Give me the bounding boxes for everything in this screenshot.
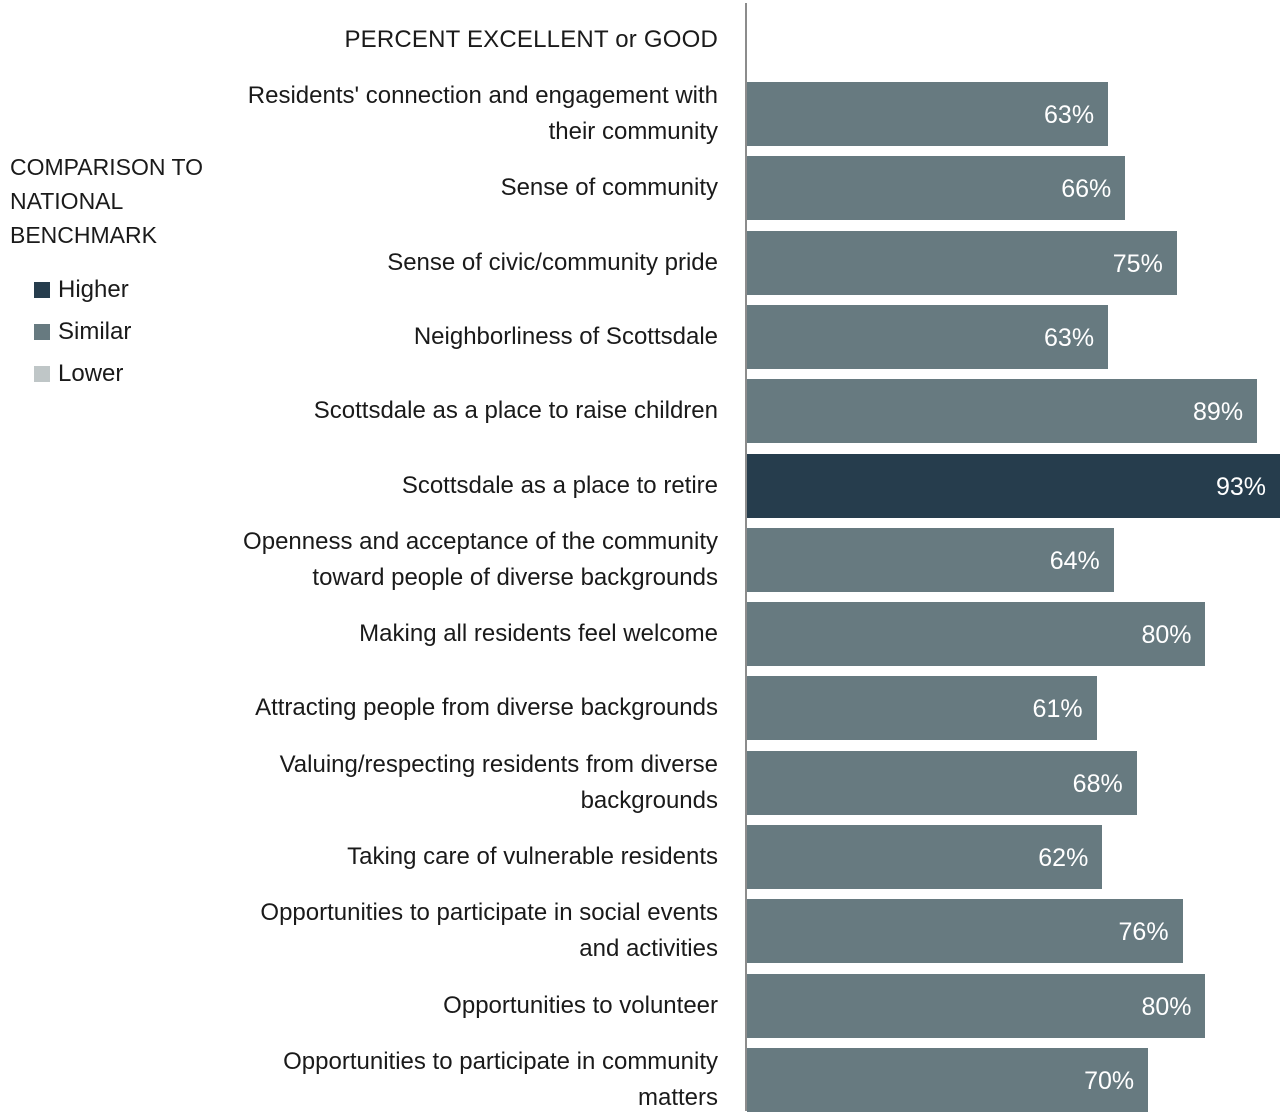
category-label-line: matters [637,1083,718,1111]
category-label-line: Openness and acceptance of the community [243,527,718,555]
legend-title-line: COMPARISON TO [10,154,203,180]
category-label-text: Sense of community [501,170,718,206]
category-label-line: Scottsdale as a place to retire [401,471,718,499]
category-label-line: Opportunities to participate in social e… [260,899,718,927]
category-label-line: their community [548,118,718,145]
category-label: Residents' connection and engagement wit… [150,77,718,151]
bar-value-label: 70% [1084,1066,1135,1095]
bar-value-label: 76% [1118,918,1169,947]
category-label: Attracting people from diverse backgroun… [150,671,718,745]
bar: 68% [747,750,1137,815]
bar: 70% [747,1047,1149,1112]
bar-value-label: 64% [1049,546,1100,575]
category-label-text: Sense of civic/community pride [387,245,718,281]
category-label-line: and activities [579,935,718,963]
category-label: Valuing/respecting residents from divers… [150,746,718,820]
category-label-text: Openness and acceptance of the community… [243,524,718,596]
category-label-line: toward people of diverse backgrounds [312,563,718,591]
category-label-line: backgrounds [580,786,718,814]
bar: 80% [747,973,1206,1038]
legend-label-lower: Lower [58,360,124,387]
category-label: Taking care of vulnerable residents [150,820,718,894]
category-label: Sense of civic/community pride [150,226,718,300]
bar-value-label: 61% [1032,695,1083,724]
bar-value-label: 66% [1061,175,1112,204]
category-label-line: Making all residents feel welcome [359,620,718,648]
category-label-line: Opportunities to participate in communit… [283,1047,718,1075]
legend-item-lower: Lower [34,359,123,389]
legend-swatch-lower [34,366,50,382]
bar-value-label: 63% [1044,323,1095,352]
category-label: Opportunities to volunteer [150,969,718,1043]
legend-swatch-similar [34,324,50,340]
category-label-text: Valuing/respecting residents from divers… [280,747,718,819]
category-label-text: Residents' connection and engagement wit… [248,78,718,150]
category-label-line: Neighborliness of Scottsdale [413,322,718,350]
category-label-text: Opportunities to volunteer [443,988,718,1024]
category-label: Opportunities to participate in social e… [150,894,718,968]
category-label: Making all residents feel welcome [150,597,718,671]
bar: 61% [747,676,1097,741]
legend-title-line: BENCHMARK [10,222,157,248]
legend-title-line: NATIONAL [10,188,124,214]
bar: 62% [747,825,1103,889]
category-label-text: Scottsdale as a place to retire [402,468,718,504]
category-label-text: Scottsdale as a place to raise children [314,393,718,429]
category-label-text: Opportunities to participate in social e… [260,895,718,967]
category-label: Openness and acceptance of the community… [150,523,718,597]
category-label: Scottsdale as a place to retire [150,449,718,523]
bar-value-label: 62% [1038,844,1089,872]
category-label-line: Opportunities to volunteer [443,991,718,1019]
category-label-line: Attracting people from diverse backgroun… [255,694,718,722]
bar: 63% [747,82,1109,146]
bar: 64% [747,527,1114,592]
bar-value-label: 80% [1141,992,1192,1021]
bar: 75% [747,230,1177,295]
category-label-line: Valuing/respecting residents from divers… [279,750,718,778]
bar-value-label: 89% [1193,398,1244,427]
category-axis-line [745,3,747,1111]
chart-title: PERCENT EXCELLENT or GOOD [344,26,718,53]
category-label-line: Sense of community [500,174,718,202]
bar-value-label: 93% [1215,472,1266,501]
bar: 80% [747,602,1206,667]
bar-value-label: 68% [1072,769,1123,798]
category-label-text: Making all residents feel welcome [359,616,718,652]
bar: 76% [747,899,1183,964]
category-label-text: Attracting people from diverse backgroun… [255,690,718,726]
category-label: Scottsdale as a place to raise children [150,374,718,448]
bar: 66% [747,156,1126,221]
category-label-text: Opportunities to participate in communit… [283,1044,718,1116]
bar-value-label: 75% [1112,249,1163,278]
bar: 63% [747,304,1109,369]
legend-item-similar: Similar [34,317,131,347]
category-label-line: Sense of civic/community pride [387,248,718,276]
category-label-line: Residents' connection and engagement wit… [247,82,718,109]
bar-value-label: 80% [1141,621,1192,650]
category-label-text: Taking care of vulnerable residents [347,839,718,875]
bar: 93% [747,453,1280,518]
legend-title: COMPARISON TO NATIONAL BENCHMARK [10,150,270,252]
bar: 89% [747,379,1258,444]
legend-swatch-higher [34,282,50,298]
category-label-line: Taking care of vulnerable residents [347,843,718,870]
category-label-text: Neighborliness of Scottsdale [414,319,718,355]
category-label: Sense of community [150,151,718,225]
category-label: Opportunities to participate in communit… [150,1043,718,1117]
category-label-line: Scottsdale as a place to raise children [313,397,718,425]
category-label: Neighborliness of Scottsdale [150,300,718,374]
legend-label-similar: Similar [58,318,132,345]
legend-item-higher: Higher [34,275,129,305]
legend-label-higher: Higher [58,276,129,303]
bar-value-label: 63% [1044,101,1095,129]
